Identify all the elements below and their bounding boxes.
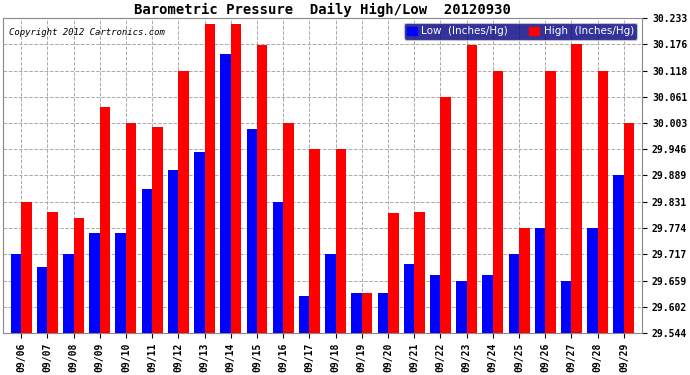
Bar (561, 280, 571, 333)
Bar (48, 212, 58, 333)
Bar (168, 170, 179, 333)
Bar (220, 54, 230, 333)
Bar (194, 152, 204, 333)
Bar (74, 218, 84, 333)
Bar (587, 228, 598, 333)
Bar (493, 70, 503, 333)
Bar (466, 45, 477, 333)
Bar (414, 212, 425, 333)
Bar (152, 128, 163, 333)
Bar (440, 97, 451, 333)
Bar (179, 70, 189, 333)
Bar (63, 254, 74, 333)
Bar (545, 70, 555, 333)
Bar (257, 45, 268, 333)
Bar (509, 254, 519, 333)
Bar (100, 107, 110, 333)
Bar (351, 293, 362, 333)
Bar (482, 274, 493, 333)
Bar (299, 296, 309, 333)
Bar (571, 44, 582, 333)
Text: Copyright 2012 Cartronics.com: Copyright 2012 Cartronics.com (9, 27, 165, 36)
Bar (613, 176, 624, 333)
Legend: Low  (Inches/Hg), High  (Inches/Hg): Low (Inches/Hg), High (Inches/Hg) (404, 23, 637, 39)
Bar (283, 123, 294, 333)
Bar (362, 293, 373, 333)
Bar (404, 264, 414, 333)
Bar (204, 24, 215, 333)
Bar (388, 213, 399, 333)
Bar (598, 70, 608, 333)
Bar (89, 234, 100, 333)
Bar (273, 202, 283, 333)
Bar (246, 129, 257, 333)
Bar (309, 149, 320, 333)
Bar (430, 274, 440, 333)
Bar (335, 149, 346, 333)
Title: Barometric Pressure  Daily High/Low  20120930: Barometric Pressure Daily High/Low 20120… (134, 3, 511, 17)
Bar (624, 123, 634, 333)
Bar (456, 280, 466, 333)
Bar (141, 189, 152, 333)
Bar (519, 228, 529, 333)
Bar (115, 234, 126, 333)
Bar (535, 228, 545, 333)
Bar (37, 267, 48, 333)
Bar (230, 24, 241, 333)
Bar (21, 202, 32, 333)
Bar (126, 123, 137, 333)
Bar (10, 254, 21, 333)
Bar (325, 254, 335, 333)
Bar (377, 293, 388, 333)
